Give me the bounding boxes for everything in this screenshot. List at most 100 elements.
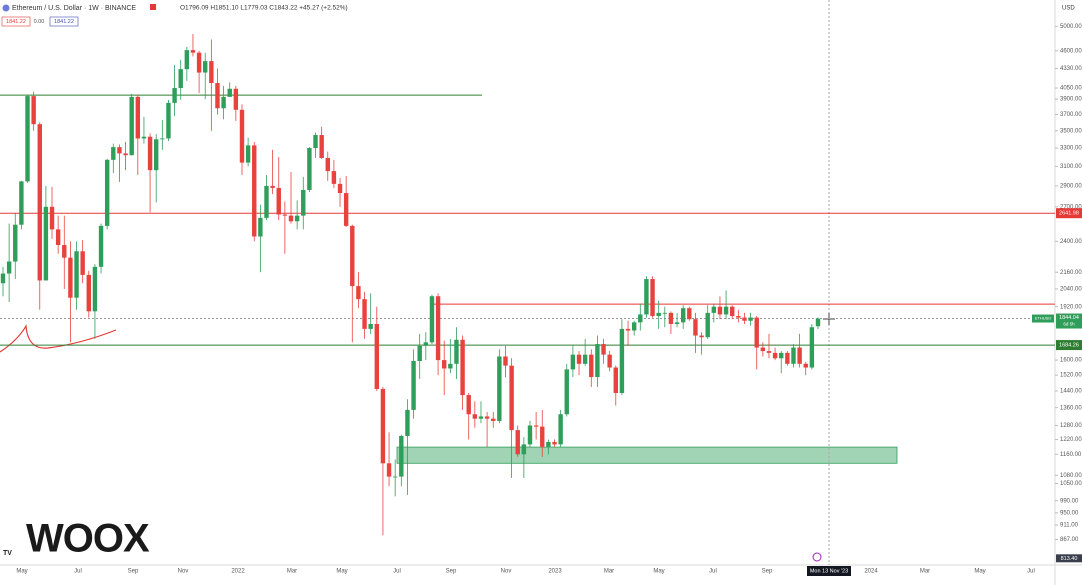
crosshair-time-label: Mon 13 Nov '23 (810, 568, 848, 574)
level-badge-label: 1684.26 (1059, 343, 1079, 349)
candle-body (380, 388, 386, 464)
candle-body (631, 322, 637, 331)
candle-body (644, 279, 649, 315)
candle-body (104, 159, 110, 226)
candle-body (141, 136, 147, 139)
candle-body (301, 189, 306, 216)
x-tick-label: Nov (178, 569, 189, 575)
candle-body (472, 414, 478, 419)
candle-body (337, 183, 343, 194)
candle-body (803, 363, 808, 368)
candle-body (203, 61, 208, 73)
candle-body (129, 96, 134, 156)
y-tick-label: 1160.00 (1060, 452, 1082, 458)
candle-body (215, 83, 220, 109)
candle-body (754, 317, 759, 348)
candle-body (656, 312, 661, 317)
candle-body (368, 323, 373, 329)
candle-body (55, 229, 61, 246)
countdown-label: 6d 5h (1063, 322, 1075, 327)
candle-body (294, 215, 300, 222)
low-badge (1056, 554, 1082, 563)
candle-body (160, 138, 165, 140)
candle-body (454, 339, 459, 364)
candle-body (172, 88, 177, 103)
symbol-title: Ethereum / U.S. Dollar · 1W · BINANCE (12, 5, 136, 12)
x-tick-label: Sep (762, 569, 773, 575)
candle-body (484, 416, 490, 419)
candle-body (221, 96, 226, 109)
candle-body (546, 441, 551, 447)
x-tick-label: 2024 (864, 569, 878, 575)
low-badge-label: 813.40 (1061, 556, 1078, 562)
candle-body (325, 157, 330, 172)
candle-body (411, 361, 416, 410)
x-tick-label: May (653, 569, 664, 575)
y-tick-label: 1920.00 (1060, 304, 1082, 310)
candle-body (680, 308, 686, 323)
price-box-text: 1841.22 (6, 19, 26, 25)
candle-body (264, 185, 269, 218)
candle-body (533, 425, 539, 427)
crosshair-time-badge (807, 566, 851, 576)
candle-body (417, 345, 422, 362)
candle-body (809, 327, 815, 368)
candle-body (31, 96, 36, 125)
candle-body (668, 312, 674, 324)
candle-body (166, 102, 171, 139)
candle-body (252, 145, 257, 237)
candle-body (576, 354, 582, 364)
candle-body (178, 69, 183, 89)
candle-body (730, 306, 735, 317)
candle-body (68, 257, 73, 298)
candle-body (62, 245, 67, 258)
candle-body (723, 306, 729, 315)
y-tick-label: 1220.00 (1060, 437, 1082, 443)
ohlc-legend: O1796.09 H1851.10 L1779.03 C1843.22 +45.… (180, 5, 348, 12)
candle-body (699, 335, 704, 338)
level-badge (1056, 340, 1082, 351)
candle-body (613, 367, 618, 394)
y-tick-label: 1050.00 (1060, 481, 1082, 487)
candle-body (135, 96, 141, 139)
candle-body (748, 317, 753, 321)
y-tick-label: 4050.00 (1060, 86, 1082, 92)
candle-body (331, 171, 337, 184)
candle-body (674, 322, 680, 324)
candle-body (245, 145, 251, 163)
candle-body (313, 135, 318, 149)
currency-label: USD (1062, 6, 1075, 12)
candle-body (227, 88, 232, 97)
candle-body (319, 135, 324, 158)
x-tick-label: May (336, 569, 347, 575)
candle-body (687, 308, 692, 320)
candle-body (760, 347, 766, 352)
x-tick-label: 2022 (231, 569, 245, 575)
candle-body (693, 319, 698, 336)
candle-body (650, 279, 655, 317)
candle-body (705, 312, 710, 338)
candle-body (564, 369, 569, 415)
candle-body (772, 352, 778, 359)
candle-body (625, 328, 631, 331)
symbol-badge (1032, 314, 1054, 323)
candle-body (233, 88, 239, 110)
candle-body (570, 354, 576, 370)
y-tick-label: 2900.00 (1060, 183, 1082, 189)
candle-body (497, 356, 502, 421)
candle-body (276, 187, 281, 215)
candle-body (460, 339, 465, 396)
plot (396, 446, 898, 464)
candle-body (711, 306, 717, 313)
y-tick-label: 1280.00 (1060, 423, 1082, 429)
candle-body (503, 356, 508, 366)
candle-body (509, 365, 514, 431)
y-tick-label: 2700.00 (1060, 204, 1082, 210)
y-tick-label: 3300.00 (1060, 146, 1082, 152)
candle-body (111, 147, 116, 160)
candle-body (441, 360, 447, 369)
candle-body (392, 476, 398, 478)
y-tick-label: 3100.00 (1060, 164, 1082, 170)
y-tick-label: 2160.00 (1060, 270, 1082, 276)
